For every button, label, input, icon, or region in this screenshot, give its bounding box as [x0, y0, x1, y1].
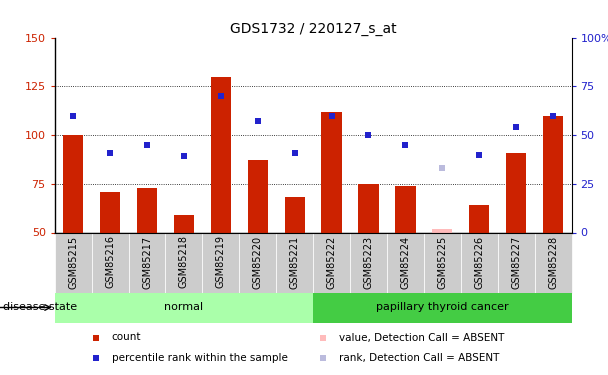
Bar — [247, 160, 268, 232]
Bar — [469, 205, 489, 232]
Text: rank, Detection Call = ABSENT: rank, Detection Call = ABSENT — [339, 353, 499, 363]
Bar — [276, 232, 313, 292]
Bar — [55, 232, 92, 292]
Bar — [358, 184, 379, 232]
Bar — [92, 232, 128, 292]
Bar — [543, 116, 563, 232]
Bar — [534, 232, 572, 292]
Text: GSM85219: GSM85219 — [216, 236, 226, 288]
Bar — [240, 232, 276, 292]
Text: GSM85225: GSM85225 — [437, 236, 447, 289]
Bar — [174, 215, 194, 232]
Text: count: count — [111, 333, 141, 342]
Text: normal: normal — [164, 303, 204, 312]
Text: GSM85228: GSM85228 — [548, 236, 558, 289]
Text: GSM85227: GSM85227 — [511, 236, 521, 289]
Bar — [285, 197, 305, 232]
Text: GSM85222: GSM85222 — [326, 236, 337, 289]
Bar — [395, 186, 415, 232]
Text: percentile rank within the sample: percentile rank within the sample — [111, 353, 288, 363]
Bar — [461, 232, 498, 292]
Bar — [137, 188, 157, 232]
Text: GSM85220: GSM85220 — [253, 236, 263, 289]
Text: GSM85221: GSM85221 — [289, 236, 300, 289]
Bar — [128, 232, 165, 292]
Bar — [63, 135, 83, 232]
Text: GSM85218: GSM85218 — [179, 236, 189, 288]
Bar — [313, 292, 572, 322]
Bar — [100, 192, 120, 232]
Text: GSM85215: GSM85215 — [68, 236, 78, 289]
Text: value, Detection Call = ABSENT: value, Detection Call = ABSENT — [339, 333, 504, 342]
Bar — [211, 76, 231, 232]
Text: GSM85226: GSM85226 — [474, 236, 484, 289]
Title: GDS1732 / 220127_s_at: GDS1732 / 220127_s_at — [230, 22, 396, 36]
Bar — [424, 232, 461, 292]
Bar — [313, 232, 350, 292]
Bar — [322, 112, 342, 232]
Text: GSM85216: GSM85216 — [105, 236, 115, 288]
Text: disease state: disease state — [3, 303, 77, 312]
Text: papillary thyroid cancer: papillary thyroid cancer — [376, 303, 509, 312]
Text: GSM85223: GSM85223 — [364, 236, 373, 289]
Bar — [202, 232, 240, 292]
Bar — [432, 229, 452, 232]
Bar — [350, 232, 387, 292]
Bar — [498, 232, 534, 292]
Bar — [55, 292, 313, 322]
Text: GSM85224: GSM85224 — [401, 236, 410, 289]
Text: GSM85217: GSM85217 — [142, 236, 152, 289]
Bar — [506, 153, 527, 232]
Bar — [165, 232, 202, 292]
Bar — [387, 232, 424, 292]
